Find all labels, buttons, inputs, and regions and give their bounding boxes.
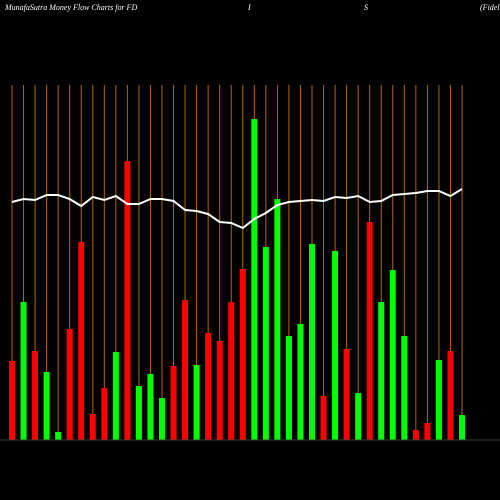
money-flow-line xyxy=(11,188,463,230)
bar xyxy=(43,372,50,440)
bar xyxy=(66,329,73,440)
bar xyxy=(332,251,339,440)
bar xyxy=(251,119,258,440)
chart-title: S xyxy=(364,3,368,12)
bar xyxy=(389,270,396,440)
bar xyxy=(89,414,96,440)
bar xyxy=(205,333,212,440)
bar xyxy=(78,242,85,440)
bar xyxy=(309,244,315,440)
chart-title: I xyxy=(247,3,251,12)
bar xyxy=(170,366,177,440)
bar xyxy=(193,365,200,440)
chart-title: MunafaSutra Money Flow Charts for FD xyxy=(4,3,137,12)
bar xyxy=(447,351,454,440)
bar xyxy=(32,351,39,440)
bar xyxy=(297,324,304,440)
bar xyxy=(228,302,235,440)
bar xyxy=(343,349,350,440)
bar xyxy=(55,432,62,440)
bar xyxy=(20,302,27,440)
bar xyxy=(9,361,15,440)
bar xyxy=(262,247,269,440)
bar xyxy=(285,336,292,440)
bar xyxy=(274,199,281,440)
bar xyxy=(401,336,408,440)
bar xyxy=(424,423,431,440)
bar xyxy=(124,161,131,440)
bar xyxy=(412,430,419,440)
bar xyxy=(101,388,108,440)
bar xyxy=(159,398,165,440)
chart-title: (Fidel xyxy=(480,3,500,12)
bar xyxy=(239,269,246,440)
bar xyxy=(182,300,189,440)
bar xyxy=(355,393,362,440)
bar xyxy=(459,415,465,440)
bar xyxy=(216,341,223,440)
bar xyxy=(378,302,385,440)
bar xyxy=(112,352,119,440)
bar xyxy=(135,386,142,440)
bar xyxy=(320,396,327,440)
bar xyxy=(366,222,373,440)
bar xyxy=(147,374,154,440)
bar xyxy=(435,360,442,440)
